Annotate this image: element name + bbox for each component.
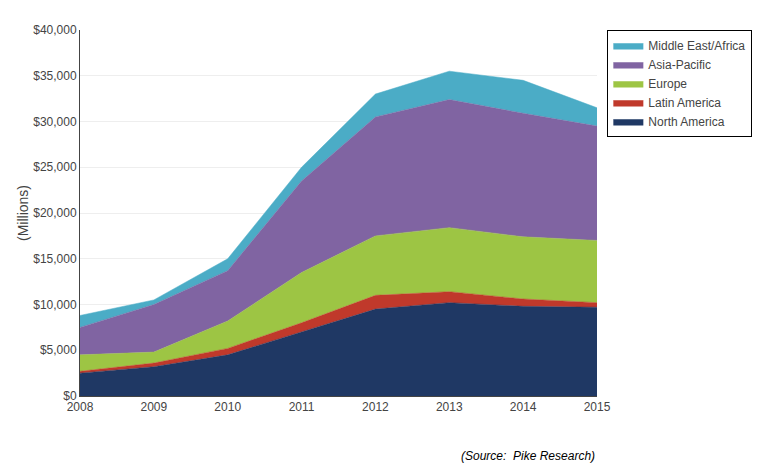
svg-text:2015: 2015 — [584, 400, 611, 414]
svg-text:2010: 2010 — [214, 400, 241, 414]
svg-text:$15,000: $15,000 — [33, 252, 77, 266]
svg-text:Europe: Europe — [648, 77, 687, 91]
svg-text:$30,000: $30,000 — [33, 115, 77, 129]
svg-text:North America: North America — [648, 115, 724, 129]
svg-text:Middle East/Africa: Middle East/Africa — [648, 39, 745, 53]
svg-text:(Millions): (Millions) — [15, 185, 31, 241]
svg-text:2009: 2009 — [141, 400, 168, 414]
svg-text:$35,000: $35,000 — [33, 69, 77, 83]
svg-text:(Source: Pike Research): (Source: Pike Research) — [461, 449, 595, 463]
svg-text:2012: 2012 — [362, 400, 389, 414]
svg-text:$5,000: $5,000 — [40, 343, 77, 357]
svg-text:2008: 2008 — [67, 400, 94, 414]
svg-text:$20,000: $20,000 — [33, 206, 77, 220]
svg-text:2011: 2011 — [289, 400, 315, 414]
svg-text:$40,000: $40,000 — [33, 23, 77, 37]
svg-text:$0: $0 — [63, 389, 77, 403]
svg-text:Latin America: Latin America — [648, 96, 721, 110]
svg-text:2014: 2014 — [510, 400, 537, 414]
svg-text:2013: 2013 — [436, 400, 463, 414]
svg-text:Asia-Pacific: Asia-Pacific — [648, 58, 711, 72]
svg-text:$25,000: $25,000 — [33, 160, 77, 174]
svg-text:$10,000: $10,000 — [33, 298, 77, 312]
